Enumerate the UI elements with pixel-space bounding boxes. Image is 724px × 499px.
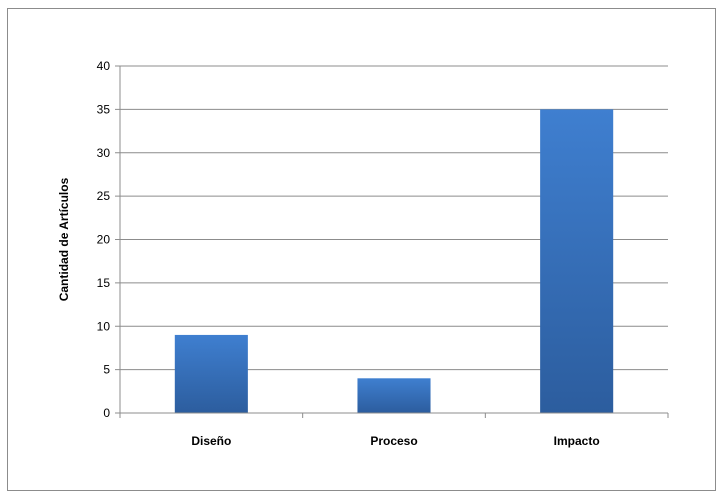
- x-category-label: Impacto: [554, 434, 600, 448]
- y-tick-label: 35: [97, 102, 111, 116]
- y-tick-label: 15: [97, 276, 111, 290]
- bar-2: [540, 109, 614, 413]
- y-axis-title: Cantidad de Artículos: [57, 177, 71, 301]
- y-tick-label: 20: [97, 233, 111, 247]
- bars: [174, 109, 614, 413]
- y-tick-label: 0: [103, 406, 110, 420]
- x-category-label: Diseño: [191, 434, 231, 448]
- y-tick-label: 5: [103, 363, 110, 377]
- x-category-label: Proceso: [370, 434, 417, 448]
- y-tick-label: 30: [97, 146, 111, 160]
- y-tick-label: 25: [97, 189, 111, 203]
- bar-1: [357, 378, 431, 413]
- y-tick-label: 40: [97, 59, 111, 73]
- bar-0: [174, 334, 248, 413]
- axes: [115, 65, 669, 418]
- y-tick-label: 10: [97, 319, 111, 333]
- tick-labels: 0 5 10 15 20 25 30 35 40 Diseño Proceso Impacto: [97, 59, 600, 448]
